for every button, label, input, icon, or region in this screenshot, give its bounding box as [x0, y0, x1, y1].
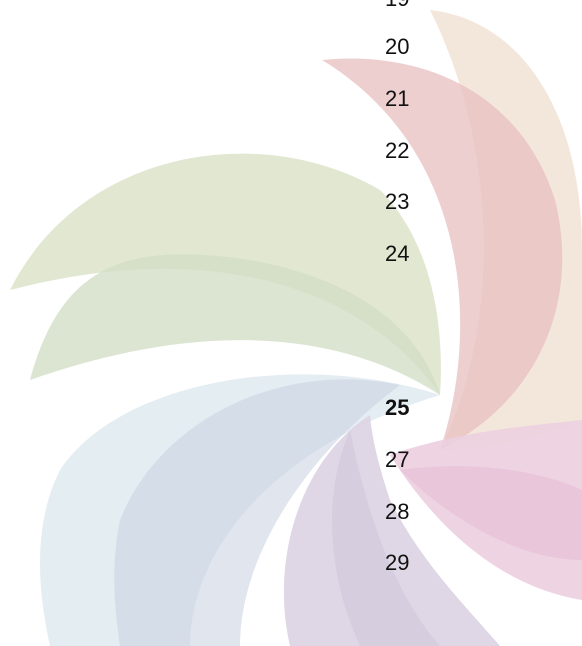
number-item: 25: [385, 395, 409, 421]
number-item: 22: [385, 138, 409, 164]
number-item: 19: [385, 0, 409, 12]
number-item: 29: [385, 550, 409, 576]
number-item: 21: [385, 86, 409, 112]
number-item: 27: [385, 447, 409, 473]
number-item: 28: [385, 499, 409, 525]
page: 19 20 21 22 23 24 25 27 28 29: [0, 0, 582, 646]
number-item: 23: [385, 189, 409, 215]
number-item: 24: [385, 241, 409, 267]
swirl-background: [0, 0, 582, 646]
number-item: 20: [385, 34, 409, 60]
